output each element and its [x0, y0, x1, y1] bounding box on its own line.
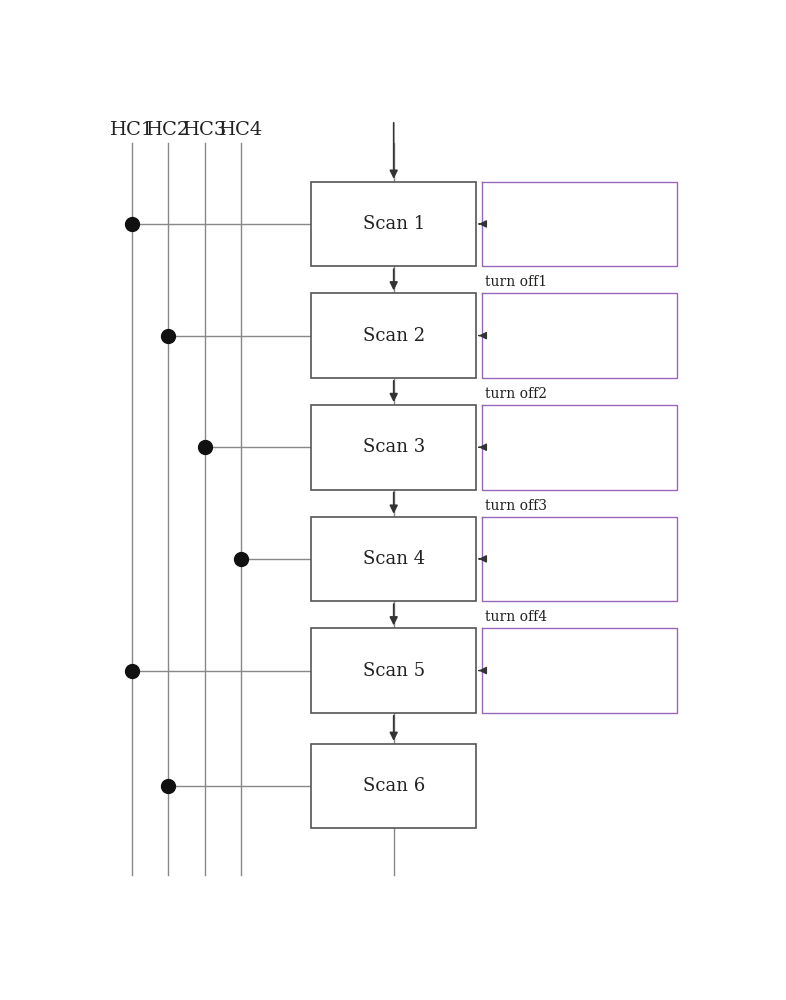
Text: Scan 5: Scan 5	[362, 662, 424, 680]
Bar	[311, 293, 476, 378]
Text: turn off2: turn off2	[485, 387, 547, 401]
Text: Scan 2: Scan 2	[362, 327, 424, 345]
Text: HC1: HC1	[109, 121, 154, 139]
Bar	[311, 405, 476, 490]
Text: turn off4: turn off4	[485, 610, 547, 624]
Text: turn off3: turn off3	[485, 499, 547, 513]
Bar	[311, 182, 476, 266]
Bar	[311, 628, 476, 713]
Text: Scan 3: Scan 3	[362, 438, 424, 456]
Text: Scan 4: Scan 4	[362, 550, 424, 568]
Text: HC2: HC2	[146, 121, 190, 139]
Bar	[311, 744, 476, 828]
Text: Scan 1: Scan 1	[362, 215, 424, 233]
Text: HC3: HC3	[182, 121, 227, 139]
Text: turn off1: turn off1	[485, 275, 547, 289]
Text: HC4: HC4	[219, 121, 263, 139]
Bar	[311, 517, 476, 601]
Text: Scan 6: Scan 6	[362, 777, 424, 795]
